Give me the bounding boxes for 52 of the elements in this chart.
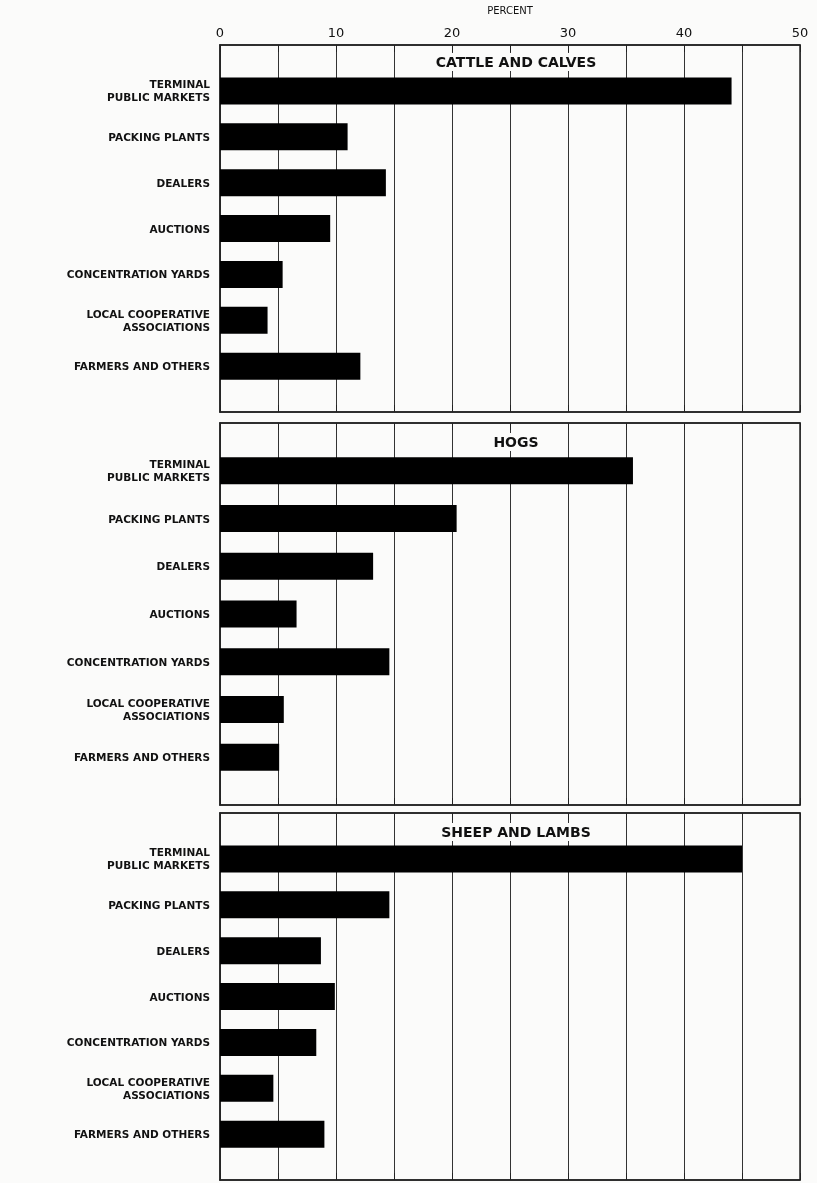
x-tick-label: 50 [791, 25, 809, 40]
y-tick-label: LOCAL COOPERATIVE ASSOCIATIONS [86, 697, 210, 722]
y-tick-label: LOCAL COOPERATIVE ASSOCIATIONS [86, 1075, 210, 1101]
bar [220, 648, 390, 676]
bar [220, 169, 386, 197]
x-tick-label: 20 [443, 25, 461, 40]
bar [220, 457, 633, 485]
y-tick-label: LOCAL COOPERATIVE ASSOCIATIONS [86, 307, 210, 333]
bar [220, 937, 321, 965]
y-tick-label: DEALERS [156, 944, 210, 957]
bar [220, 983, 335, 1010]
bar [220, 845, 742, 873]
y-tick-label: DEALERS [156, 560, 210, 573]
bar [220, 1120, 325, 1148]
y-tick-label: FARMERS AND OTHERS [73, 1128, 210, 1141]
bar [220, 352, 361, 380]
y-tick-label: TERMINAL PUBLIC MARKETS [107, 78, 211, 104]
y-tick-label: TERMINAL PUBLIC MARKETS [107, 846, 211, 872]
y-tick-label: AUCTIONS [149, 222, 210, 235]
text: HOGS [493, 434, 539, 450]
bar [220, 505, 457, 532]
y-tick-label: AUCTIONS [149, 990, 210, 1003]
bar [220, 306, 268, 334]
y-tick-label: CONCENTRATION YARDS [66, 1036, 210, 1049]
bar [220, 123, 348, 151]
y-tick-label: DEALERS [156, 176, 210, 189]
bar [220, 600, 297, 628]
text: SHEEP AND LAMBS [441, 824, 591, 840]
bar [220, 215, 331, 242]
y-tick-label: PACKING PLANTS [108, 130, 210, 143]
x-tick-label: 30 [559, 25, 577, 40]
x-tick-label: 0 [215, 25, 225, 40]
bar [220, 1074, 274, 1102]
x-axis-title: PERCENT [487, 4, 534, 16]
text: CATTLE AND CALVES [435, 54, 597, 70]
bar [220, 743, 280, 771]
bar [220, 77, 732, 105]
x-tick-label: 10 [327, 25, 345, 40]
bar [220, 1028, 317, 1056]
y-tick-label: FARMERS AND OTHERS [73, 751, 210, 764]
y-tick-label: PACKING PLANTS [108, 898, 210, 911]
bar [220, 696, 284, 723]
bar [220, 891, 390, 919]
x-tick-label: 40 [675, 25, 693, 40]
y-tick-label: AUCTIONS [149, 608, 210, 620]
y-tick-label: PACKING PLANTS [108, 512, 210, 525]
bar [220, 552, 374, 580]
bar [220, 260, 283, 288]
y-tick-label: CONCENTRATION YARDS [66, 268, 210, 281]
y-tick-label: TERMINAL PUBLIC MARKETS [107, 458, 211, 484]
y-tick-label: CONCENTRATION YARDS [66, 655, 210, 668]
y-tick-label: FARMERS AND OTHERS [73, 360, 210, 373]
